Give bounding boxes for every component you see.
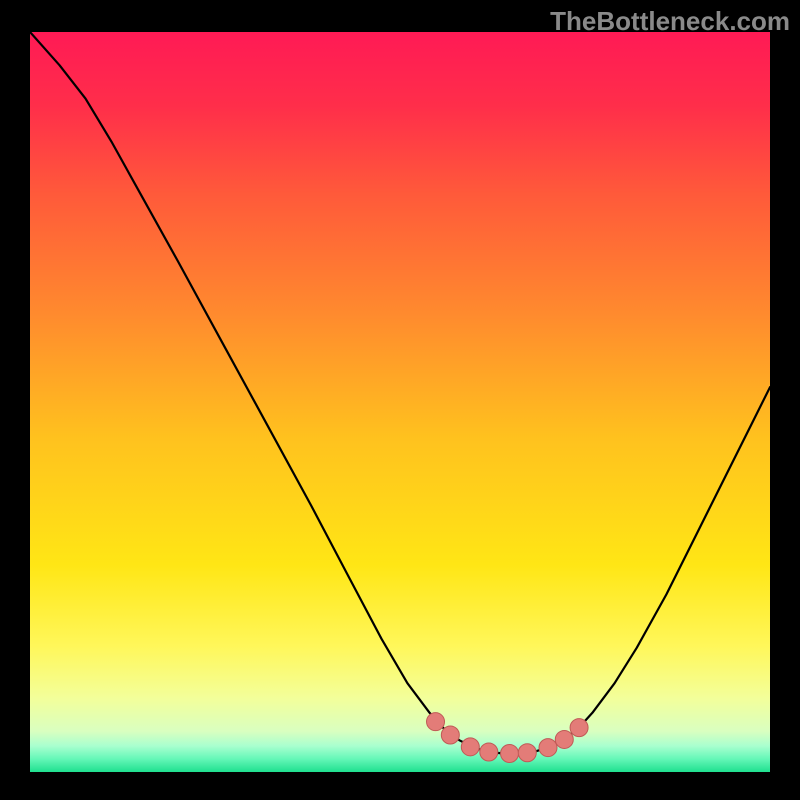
bottleneck-curve xyxy=(30,32,770,754)
marker-point xyxy=(539,739,557,757)
plot-area xyxy=(30,32,770,772)
marker-point xyxy=(570,719,588,737)
marker-point xyxy=(480,743,498,761)
marker-point xyxy=(518,744,536,762)
marker-group xyxy=(427,713,589,763)
watermark-text: TheBottleneck.com xyxy=(550,6,790,37)
plot-svg xyxy=(30,32,770,772)
marker-point xyxy=(441,726,459,744)
marker-point xyxy=(461,738,479,756)
marker-point xyxy=(427,713,445,731)
marker-point xyxy=(555,730,573,748)
marker-point xyxy=(501,745,519,763)
